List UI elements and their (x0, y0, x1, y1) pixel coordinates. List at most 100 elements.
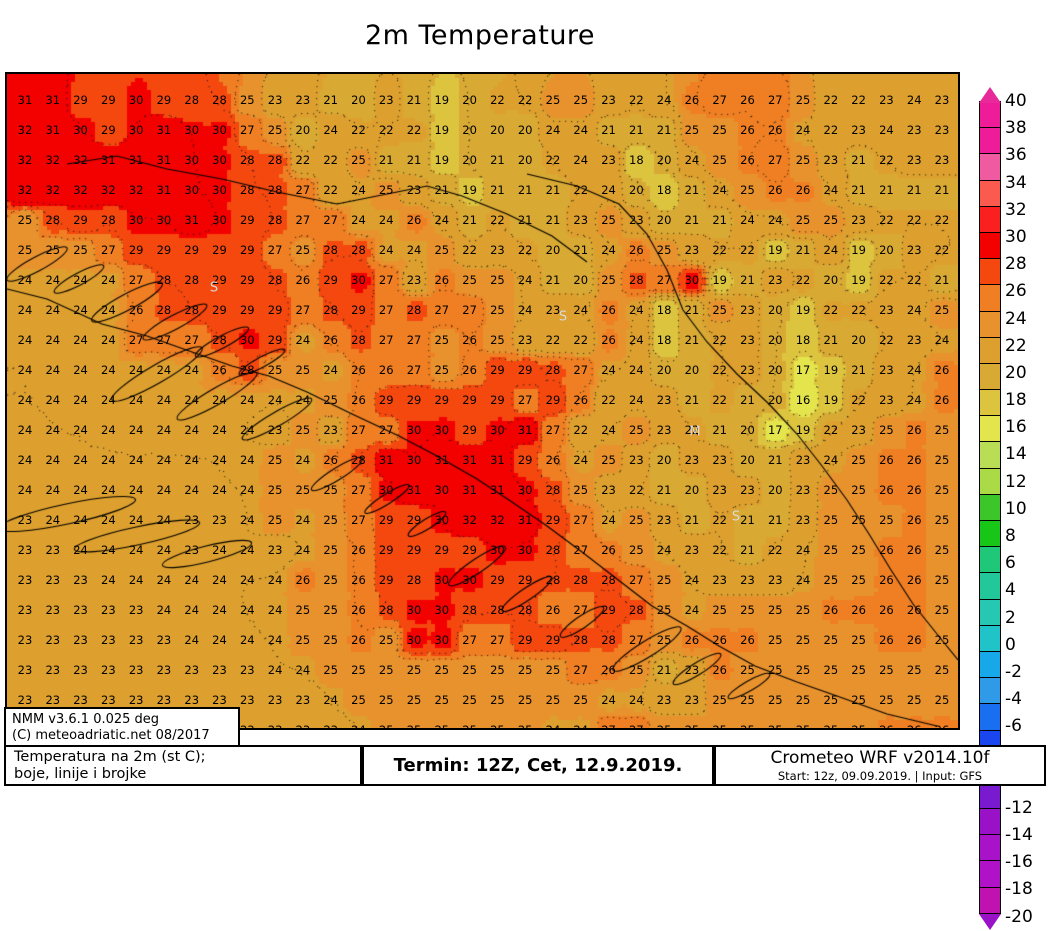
grid-value: 28 (45, 213, 61, 227)
grid-value: 23 (17, 513, 33, 527)
colorbar-cell (979, 336, 1001, 364)
grid-value: 24 (239, 453, 255, 467)
grid-value: 23 (906, 333, 922, 347)
grid-value: 25 (851, 483, 866, 497)
grid-value: 27 (378, 423, 394, 437)
grid-value: 24 (239, 633, 255, 647)
grid-value: 29 (73, 93, 88, 107)
grid-value: 23 (323, 423, 338, 437)
grid-value: 30 (212, 183, 227, 197)
grid-value: 24 (629, 303, 644, 317)
grid-value: 24 (156, 423, 172, 437)
grid-value: 30 (128, 93, 144, 107)
grid-value: 23 (128, 633, 144, 647)
grid-value: 25 (656, 633, 672, 647)
grid-value: 21 (490, 183, 505, 197)
grid-value: 31 (156, 153, 172, 167)
grid-value: 23 (684, 243, 700, 257)
grid-value: 24 (128, 543, 144, 557)
grid-value: 24 (212, 483, 227, 497)
grid-value: 22 (406, 123, 422, 137)
grid-value: 24 (323, 123, 338, 137)
grid-value: 23 (101, 633, 116, 647)
grid-value: 27 (434, 303, 450, 317)
grid-value: 27 (128, 333, 144, 347)
grid-value: 29 (545, 633, 561, 647)
grid-value: 26 (378, 363, 394, 377)
colorbar-cell (979, 389, 1001, 417)
grid-value: 23 (879, 363, 894, 377)
grid-value: 24 (212, 633, 227, 647)
colorbar-legend: 40 38 36 34 32 30 28 26 24 22 20 18 16 14 12 10 8 6 4 2 0 -2-… (979, 87, 1047, 930)
grid-value: 23 (17, 663, 33, 677)
grid-value: 23 (17, 603, 33, 617)
grid-value: 23 (795, 453, 811, 467)
grid-value: 24 (267, 393, 283, 407)
grid-value: 24 (212, 423, 227, 437)
colorbar-cell (979, 153, 1001, 181)
grid-value: 29 (378, 393, 394, 407)
grid-value: 23 (851, 213, 866, 227)
grid-value: 28 (239, 183, 255, 197)
grid-value: 23 (879, 393, 894, 407)
grid-value: 20 (462, 93, 477, 107)
colorbar-cell (979, 284, 1001, 312)
grid-value: 22 (545, 333, 561, 347)
grid-value: 28 (462, 603, 477, 617)
grid-value: 23 (295, 93, 311, 107)
grid-value: 24 (128, 363, 144, 377)
grid-value: 22 (712, 243, 728, 257)
grid-value: 29 (378, 573, 394, 587)
grid-value: 27 (267, 243, 283, 257)
grid-value: 23 (128, 693, 144, 707)
grid-value: 20 (879, 243, 894, 257)
grid-value: 32 (73, 183, 88, 197)
grid-value: 21 (545, 183, 561, 197)
grid-value: 30 (517, 483, 533, 497)
grid-value: 25 (490, 333, 505, 347)
grid-value: 23 (267, 693, 283, 707)
grid-value: 31 (128, 153, 144, 167)
grid-value: 28 (156, 273, 172, 287)
grid-value: 24 (45, 423, 61, 437)
grid-value: 25 (823, 543, 839, 557)
grid-value: 27 (351, 513, 366, 527)
grid-value: 24 (879, 123, 894, 137)
grid-value: 24 (267, 663, 283, 677)
grid-value: 24 (184, 573, 200, 587)
grid-value: 24 (17, 273, 33, 287)
grid-value: 19 (851, 243, 866, 257)
colorbar-cell (979, 886, 1001, 914)
grid-value: 26 (879, 723, 894, 730)
grid-value: 24 (629, 693, 644, 707)
grid-value: 25 (73, 243, 88, 257)
grid-value: 25 (795, 213, 811, 227)
grid-value: 24 (601, 363, 616, 377)
grid-value: 18 (656, 183, 672, 197)
grid-value: 21 (934, 273, 950, 287)
grid-value: 23 (17, 573, 33, 587)
grid-value: 24 (101, 393, 116, 407)
colorbar-cell (979, 808, 1001, 836)
grid-value: 24 (684, 153, 700, 167)
grid-value: 28 (156, 303, 172, 317)
grid-value: 30 (434, 483, 450, 497)
grid-value: 22 (629, 483, 644, 497)
grid-value: 23 (934, 153, 950, 167)
grid-value: 24 (73, 513, 88, 527)
grid-value: 27 (767, 93, 783, 107)
grid-value: 18 (629, 153, 644, 167)
grid-value: 25 (851, 453, 866, 467)
grid-value: 24 (17, 333, 33, 347)
grid-value: 24 (128, 483, 144, 497)
grid-value: 27 (101, 243, 116, 257)
map-frame[interactable]: 31 31 29 29 30 29 28 28 25 23 23 21 20 23 21 19 20 22 22 25… (5, 72, 960, 730)
grid-value: 25 (767, 723, 783, 730)
grid-value: 30 (406, 603, 422, 617)
grid-value: 25 (851, 573, 866, 587)
grid-value: 31 (517, 513, 533, 527)
grid-value: 26 (573, 393, 589, 407)
grid-value: 24 (101, 423, 116, 437)
grid-value: 26 (601, 303, 616, 317)
grid-value: 25 (656, 243, 672, 257)
